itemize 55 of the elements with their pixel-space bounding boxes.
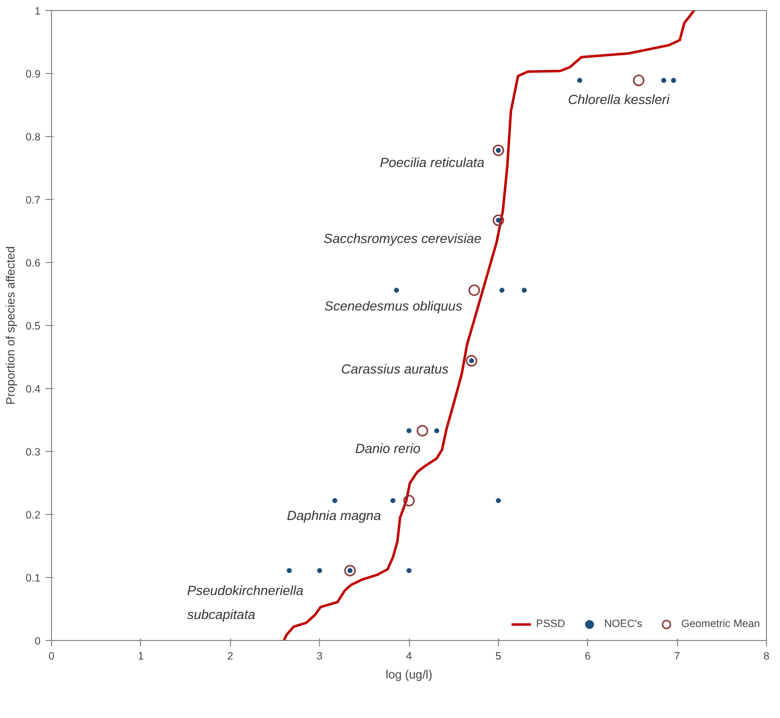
y-tick-label: 0.9 (26, 68, 41, 80)
y-tick-label: 0.6 (26, 258, 41, 270)
y-tick-label: 0.7 (26, 194, 41, 206)
point (406, 428, 412, 434)
annotation: Carassius auratus (341, 361, 449, 376)
x-tick-label: 3 (316, 650, 323, 662)
y-tick-label: 0.8 (26, 132, 41, 144)
point (496, 498, 501, 504)
x-tick-label: 2 (227, 650, 234, 662)
y-tick-label: 0.4 (26, 384, 41, 396)
legend-label: PSSD (536, 618, 566, 630)
y-tick-label: 0.2 (26, 510, 41, 522)
x-tick-label: 0 (48, 650, 55, 662)
point (468, 284, 480, 296)
point (661, 78, 666, 83)
point (406, 568, 412, 574)
y-tick-label: 0.5 (26, 320, 41, 332)
point (332, 498, 338, 504)
point (416, 424, 428, 436)
point (492, 214, 504, 226)
legend-label: Geometric Mean (681, 618, 760, 630)
point (344, 564, 356, 576)
point (286, 568, 292, 574)
point (577, 78, 582, 83)
y-tick-label: 0.3 (26, 446, 41, 458)
x-tick-label: 8 (764, 650, 770, 662)
annotation: Scenedesmus obliquus (324, 298, 463, 314)
x-tick-label: 5 (495, 650, 502, 662)
point (499, 288, 504, 293)
y-tick-label: 0.1 (26, 572, 41, 584)
x-tick-label: 7 (674, 650, 680, 662)
point (632, 74, 644, 86)
y-tick-label: 1 (34, 6, 41, 18)
point (492, 144, 504, 156)
point (522, 288, 527, 293)
x-axis-title: log (ug/l) (386, 668, 432, 682)
annotation: Poecilia reticulata (380, 154, 484, 170)
x-tick-label: 6 (584, 650, 591, 662)
point (403, 494, 415, 506)
y-axis-title: Proportion of species affected (4, 246, 18, 405)
legend-label: NOEC's (604, 618, 642, 630)
y-tick-label: 0 (34, 636, 41, 648)
annotation: Sacchsromyces cerevisiae (324, 230, 482, 246)
x-tick-label: 1 (138, 650, 144, 662)
point (394, 288, 399, 293)
annotation: Daphnia magna (286, 508, 382, 524)
point (671, 78, 676, 83)
annotation: Pseudokirchneriella subcapitata (187, 583, 304, 622)
annotation: Chlorella kessleri (568, 92, 670, 107)
point (434, 428, 440, 434)
annotation: Danio rerio (355, 441, 420, 456)
x-tick-label: 4 (406, 650, 412, 662)
point (390, 498, 396, 504)
point (317, 568, 322, 574)
point (466, 355, 478, 367)
